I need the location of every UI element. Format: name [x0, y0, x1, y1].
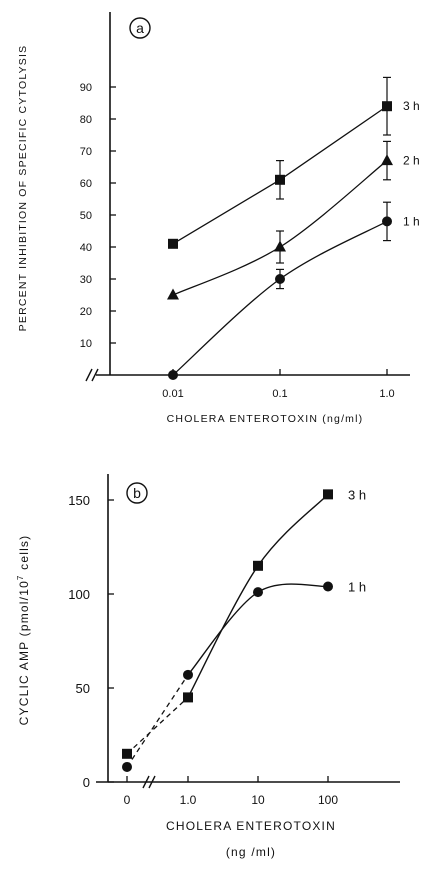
panel-b-x-tick-label: 1.0 [180, 793, 197, 807]
panel-b-x-tick-label: 10 [251, 793, 265, 807]
panel-a-y-tick-label: 70 [80, 146, 92, 158]
panel-b-dashed-segment [126, 696, 189, 755]
panel-b-x-axis-label: CHOLERA ENTEROTOXIN [166, 819, 336, 833]
panel-b-y-tick-label: 100 [68, 587, 90, 602]
panel-b-data-point [253, 560, 263, 571]
panel-b-x-tick-label: 100 [318, 793, 338, 807]
panel-a-y-tick-label: 10 [80, 338, 92, 350]
panel-a-y-tick-label: 50 [80, 210, 92, 222]
panel-a-y-tick-label: 30 [80, 274, 92, 286]
panel-a-x-axis-label: CHOLERA ENTEROTOXIN (ng/ml) [167, 413, 364, 425]
panel-b-dashed-segment [126, 674, 189, 768]
panel-a-axis-break [91, 368, 99, 382]
panel-b-letter: b [133, 485, 141, 501]
panel-a-series-label: 1 h [403, 214, 420, 228]
panel-a-data-point [275, 274, 285, 284]
panel-a-data-point [168, 238, 178, 249]
panel-a-y-tick-label: 40 [80, 242, 92, 254]
panel-a-y-tick-label: 60 [80, 178, 92, 190]
panel-a-y-ticks: 10 20 30 40 50 60 70 80 90 [80, 82, 116, 350]
panel-b-y-axis-label-end: cells) [17, 535, 31, 575]
panel-a-data-point [382, 101, 392, 112]
panel-a-letter-circle [129, 17, 151, 39]
panel-b-axis-break [142, 775, 150, 789]
panel-a-y-tick-label: 80 [80, 114, 92, 126]
panel-b-y-axis-label: CYCLIC AMP (pmol/107 cells) [16, 535, 31, 726]
panel-a-y-tick-label: 90 [80, 82, 92, 94]
panel-a-error-bars [276, 76, 391, 290]
panel-a-chart: a PERCENT INHIBITION OF SPECIFIC CYTOLYS… [17, 12, 420, 425]
panel-b-data-point [323, 489, 333, 500]
panel-b-chart: b CYCLIC AMP (pmol/107 cells) CHOLERA EN… [16, 474, 400, 859]
panel-a-data-point [168, 370, 178, 380]
panel-b-y-axis-label-main: CYCLIC AMP (pmol/10 [17, 580, 31, 725]
panel-a-x-tick-label: 0.01 [162, 388, 183, 400]
panel-b-y-tick-label: 50 [76, 681, 90, 696]
panel-a-x-tick-label: 0.1 [272, 388, 287, 400]
panel-a-data-point [382, 216, 392, 227]
panel-a-data-point [167, 288, 179, 300]
panel-b-y-tick-label: 150 [68, 493, 90, 508]
panel-b-data-point [183, 669, 193, 680]
panel-a-x-ticks: 0.01 0.1 1.0 [162, 369, 395, 400]
panel-b-letter-circle [126, 482, 148, 504]
panel-b-series-line [187, 583, 329, 676]
panel-b-y-ticks: 0 50 100 150 [68, 493, 114, 790]
panel-a-y-axis-label: PERCENT INHIBITION OF SPECIFIC CYTOLYSIS [17, 45, 29, 332]
panel-b-series-labels: 3 h 1 h [348, 487, 366, 594]
panel-b-axis-break [148, 775, 156, 789]
panel-b-markers [122, 489, 333, 772]
panel-b-x-ticks: 0 1.0 10 100 [124, 776, 338, 807]
panel-a-letter: a [136, 20, 144, 36]
panel-b-data-point [323, 581, 333, 592]
panel-b-series-label: 3 h [348, 487, 366, 502]
panel-a-x-tick-label: 1.0 [379, 388, 394, 400]
panel-b-series-label: 1 h [348, 579, 366, 594]
panel-a-y-tick-label: 20 [80, 306, 92, 318]
panel-a-series-labels: 3 h 2 h 1 h [403, 99, 420, 228]
panel-b-series-lines [126, 493, 329, 768]
panel-a-data-point [381, 154, 393, 166]
panel-a-series-label: 3 h [403, 99, 420, 113]
panel-a-axis-break [85, 368, 93, 382]
panel-a-series-label: 2 h [403, 154, 420, 168]
panel-b-data-point [122, 761, 132, 772]
panel-b-x-tick-label: 0 [124, 793, 131, 807]
panel-b-data-point [253, 587, 263, 598]
panel-b-y-axis-label-sup: 7 [16, 574, 25, 580]
panel-a-data-point [275, 174, 285, 185]
panel-b-x-axis-unit: (ng /ml) [226, 845, 276, 859]
panel-a-markers [167, 101, 393, 380]
panel-b-y-tick-label: 0 [83, 775, 90, 790]
panel-b-data-point [122, 748, 132, 759]
panel-a-data-point [274, 240, 286, 252]
panel-b-data-point [183, 692, 193, 703]
